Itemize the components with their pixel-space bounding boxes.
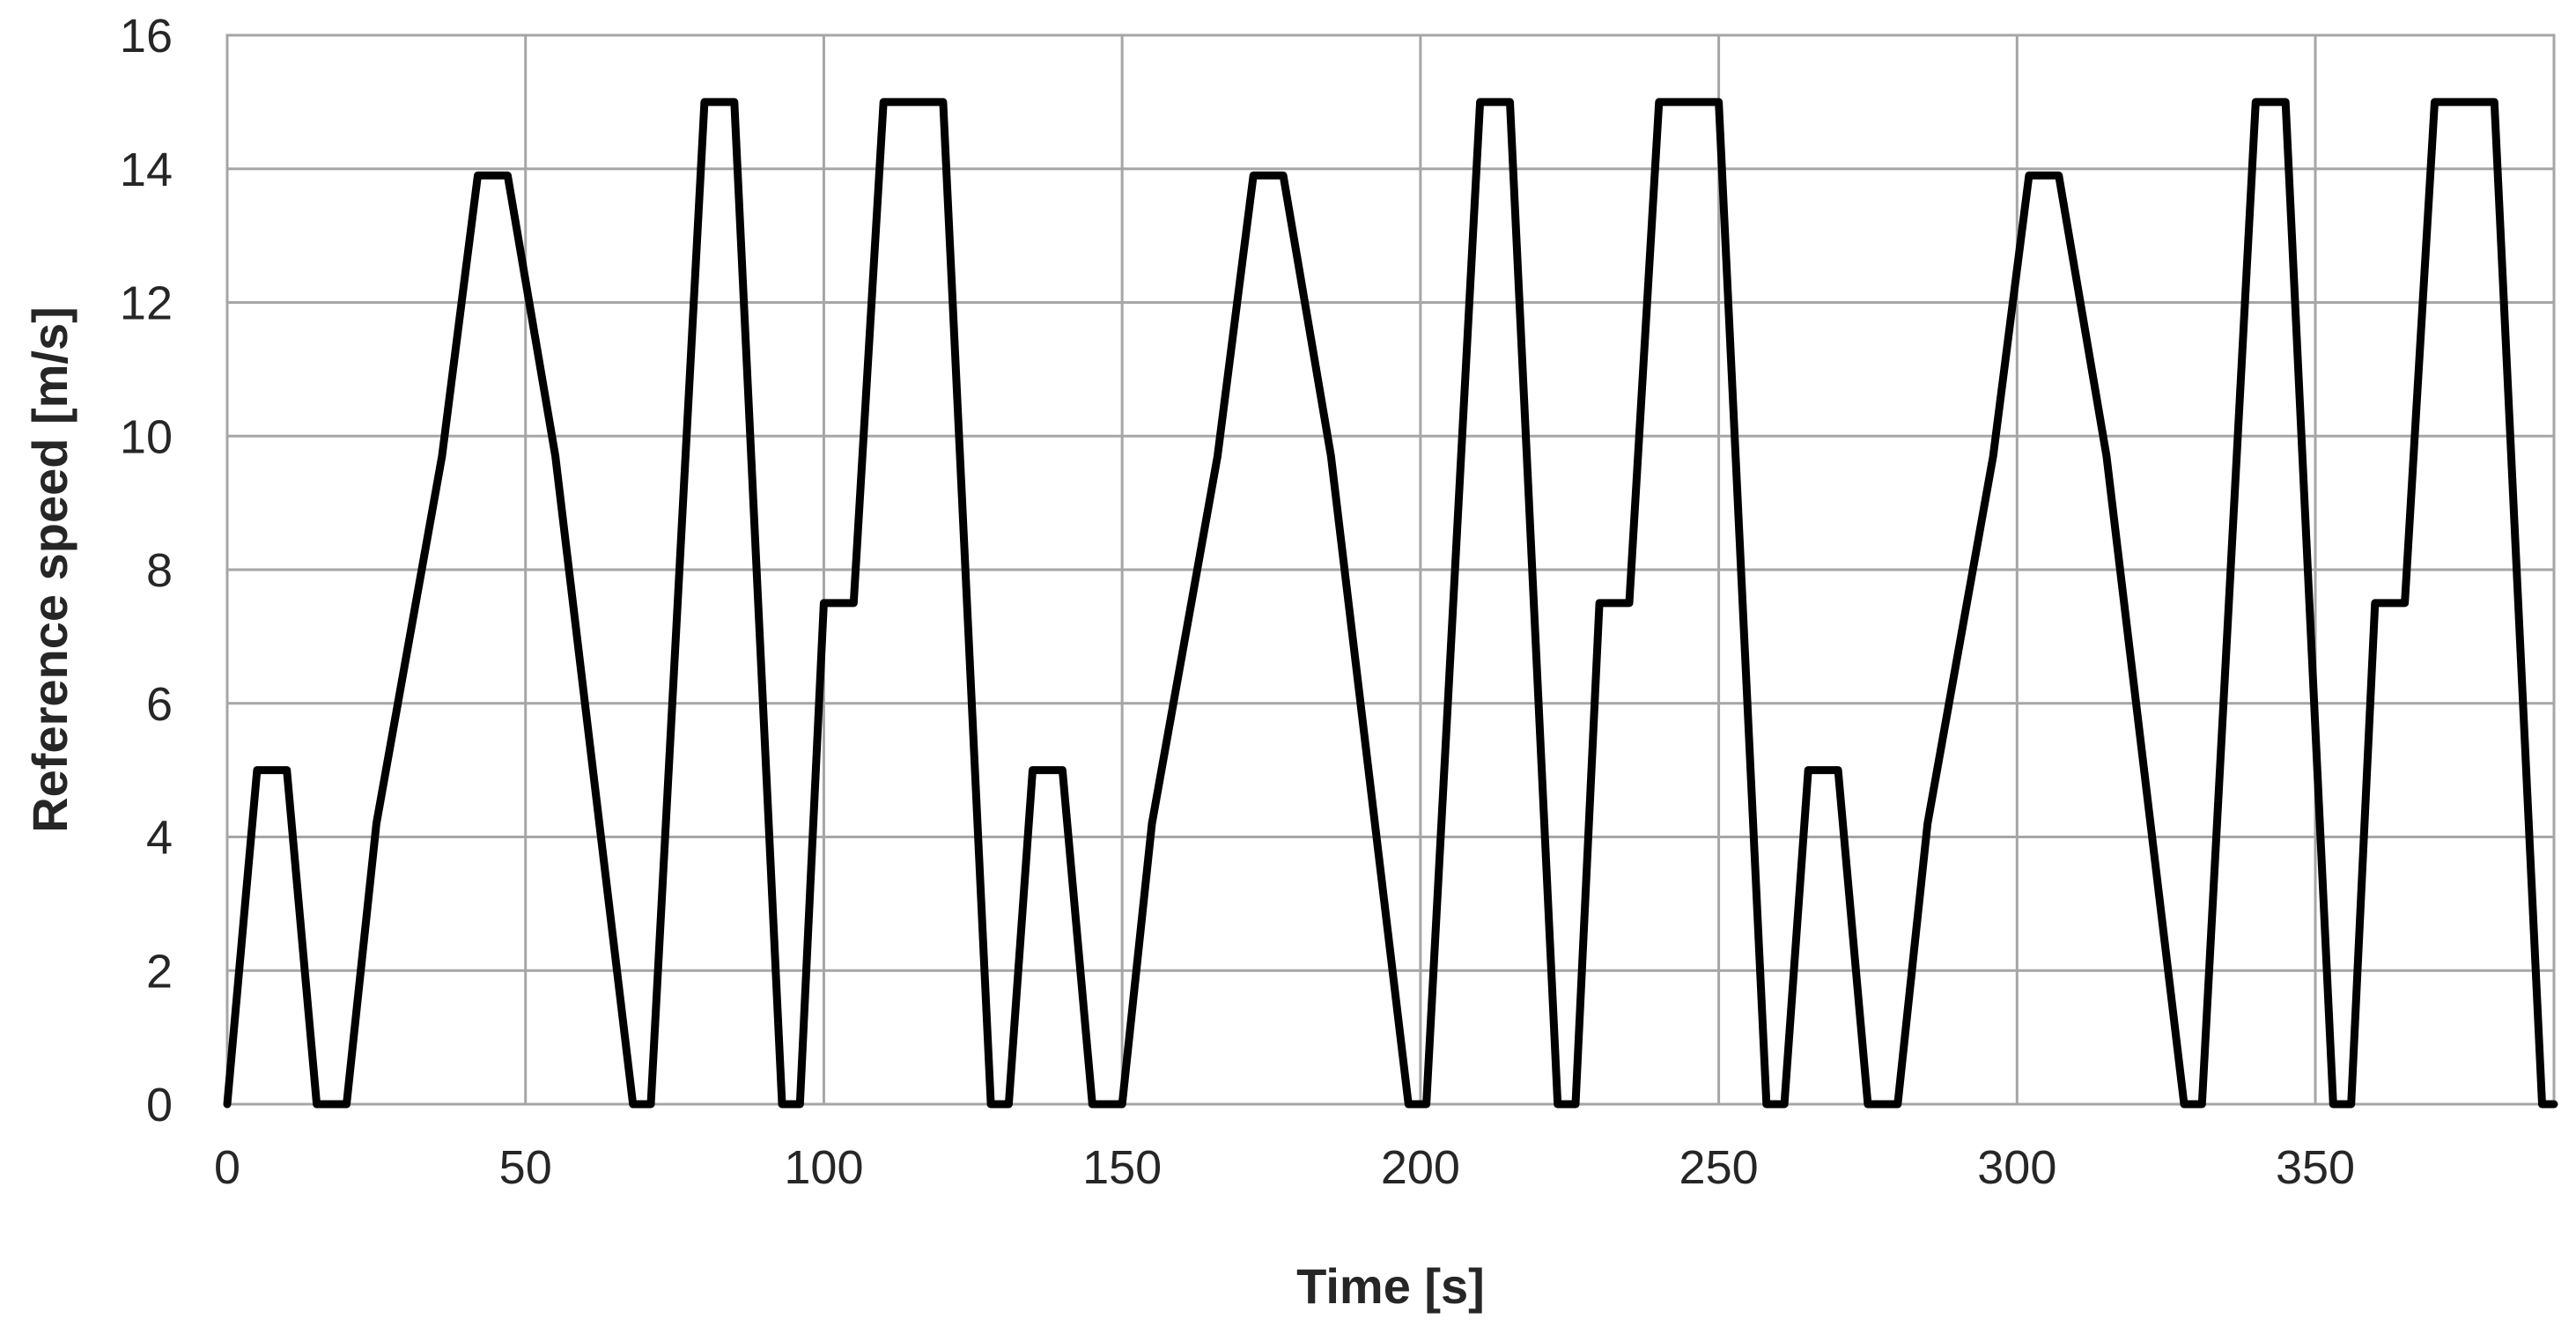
y-tick-label: 14 bbox=[120, 144, 173, 196]
y-tick-label: 4 bbox=[146, 812, 173, 865]
x-tick-label: 300 bbox=[1977, 1141, 2056, 1194]
y-tick-label: 12 bbox=[120, 277, 173, 330]
y-axis-title: Reference speed [m/s] bbox=[22, 306, 78, 833]
y-tick-label: 16 bbox=[120, 10, 173, 63]
x-tick-label: 0 bbox=[214, 1141, 240, 1194]
plot-area-frame bbox=[225, 33, 2556, 1106]
x-tick-label: 100 bbox=[784, 1141, 863, 1194]
x-tick-label: 200 bbox=[1381, 1141, 1460, 1194]
tick-labels: 0 2 4 6 8 10 12 14 16 0 50 100 150 200 250 300 350 bbox=[120, 10, 2355, 1194]
x-tick-label: 150 bbox=[1082, 1141, 1162, 1194]
y-tick-label: 6 bbox=[146, 678, 173, 731]
y-tick-label: 10 bbox=[120, 410, 173, 463]
gridlines bbox=[225, 33, 2554, 1106]
x-tick-label: 350 bbox=[2276, 1141, 2355, 1194]
y-tick-label: 8 bbox=[146, 544, 173, 597]
x-tick-label: 250 bbox=[1679, 1141, 1759, 1194]
series-line-reference-speed bbox=[223, 98, 2558, 1109]
y-tick-label: 2 bbox=[146, 945, 173, 998]
y-tick-label: 0 bbox=[146, 1079, 173, 1131]
x-axis-title: Time [s] bbox=[1296, 1258, 1485, 1314]
x-tick-label: 50 bbox=[499, 1141, 552, 1194]
